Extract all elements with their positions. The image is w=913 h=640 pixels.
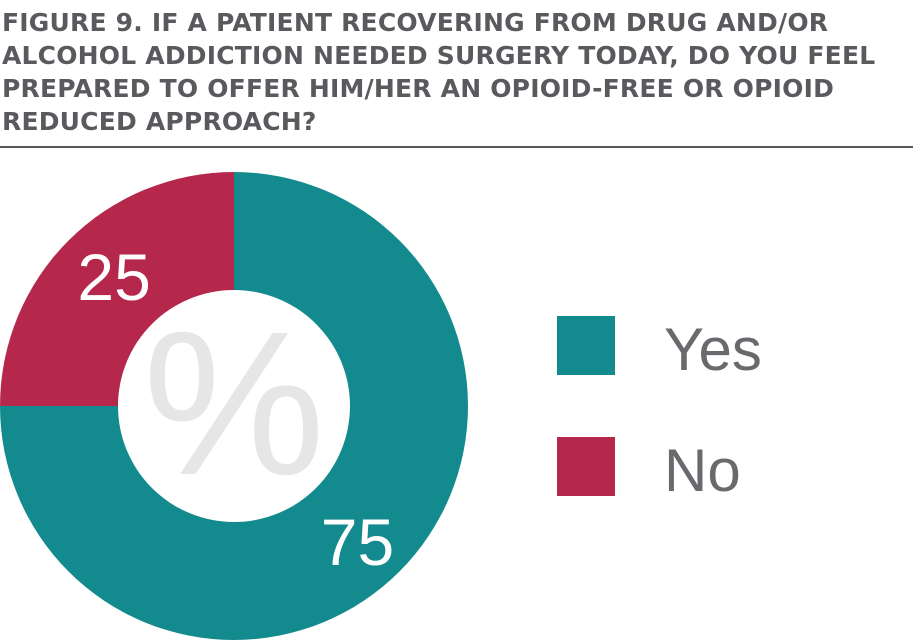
slice-no xyxy=(0,172,234,406)
legend: Yes No xyxy=(557,316,762,504)
donut-slices xyxy=(0,172,468,640)
title-divider xyxy=(0,146,913,148)
slice-value-no: 25 xyxy=(77,240,150,314)
legend-swatch-no xyxy=(557,437,615,496)
chart-title: FIGURE 9. IF A PATIENT RECOVERING FROM D… xyxy=(2,8,876,136)
percent-symbol: % xyxy=(143,289,325,518)
legend-label-yes: Yes xyxy=(664,316,762,383)
slice-labels: 75 25 xyxy=(77,240,394,579)
legend-swatch-yes xyxy=(557,316,615,375)
legend-label-no: No xyxy=(664,437,741,504)
slice-value-yes: 75 xyxy=(321,505,394,579)
slice-yes xyxy=(0,172,468,640)
